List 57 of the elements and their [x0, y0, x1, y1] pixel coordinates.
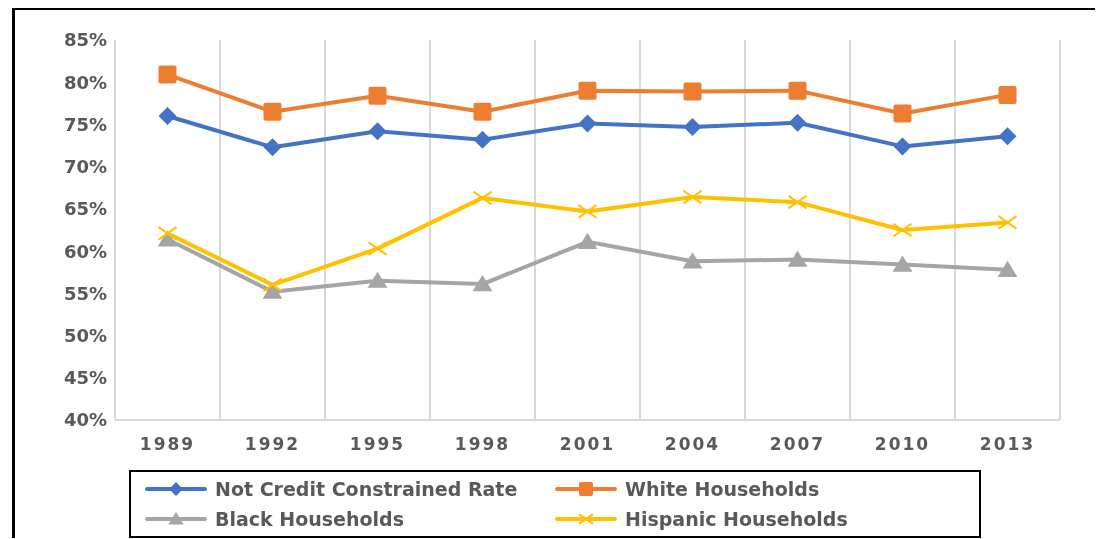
point	[998, 127, 1017, 146]
x-tick-label: 2007	[769, 434, 826, 455]
x-tick-label: 1989	[139, 434, 196, 455]
point	[368, 122, 387, 141]
point	[787, 194, 808, 210]
point	[892, 222, 913, 238]
y-tick-label: 85%	[63, 29, 107, 51]
point	[682, 252, 703, 269]
point	[998, 85, 1017, 104]
point	[577, 204, 598, 219]
point	[997, 215, 1018, 230]
x-tick-label: 2001	[559, 434, 616, 455]
y-tick-label: 50%	[63, 324, 107, 346]
point	[263, 138, 282, 157]
point	[158, 65, 177, 84]
legend-label: White Households	[625, 478, 820, 500]
point	[158, 107, 177, 125]
point	[262, 282, 283, 299]
point	[683, 117, 702, 136]
point	[787, 250, 808, 267]
x-tick-label: 1998	[454, 434, 511, 455]
legend-label: Not Credit Constrained Rate	[215, 478, 518, 500]
x-tick-label: 1995	[349, 434, 406, 455]
y-tick-label: 45%	[63, 367, 107, 389]
point	[473, 102, 492, 121]
point	[682, 189, 703, 205]
point	[367, 271, 388, 288]
point	[788, 113, 807, 132]
point	[788, 81, 807, 100]
y-tick-label: 40%	[63, 409, 107, 431]
y-tick-label: 55%	[63, 282, 107, 304]
point	[367, 241, 388, 256]
point	[473, 130, 492, 149]
point	[578, 114, 597, 133]
point	[262, 277, 283, 293]
point	[892, 255, 913, 272]
legend-label: Black Households	[215, 508, 405, 530]
y-tick-label: 80%	[63, 71, 107, 93]
y-tick-label: 75%	[63, 113, 107, 135]
point	[997, 260, 1018, 277]
x-tick-label: 2013	[979, 434, 1036, 455]
point	[578, 81, 597, 100]
y-tick-label: 65%	[63, 198, 107, 220]
point	[577, 232, 598, 250]
point	[893, 137, 912, 156]
point	[263, 102, 282, 121]
x-tick-label: 2004	[664, 434, 721, 455]
point	[683, 82, 702, 101]
y-tick-label: 60%	[63, 240, 107, 262]
point	[368, 86, 387, 105]
point	[893, 104, 912, 123]
y-tick-label: 70%	[63, 156, 107, 178]
point	[157, 226, 178, 241]
x-tick-label: 1992	[244, 434, 301, 455]
point	[472, 275, 493, 292]
legend-label: Hispanic Households	[625, 508, 848, 530]
x-tick-label: 2010	[874, 434, 931, 455]
